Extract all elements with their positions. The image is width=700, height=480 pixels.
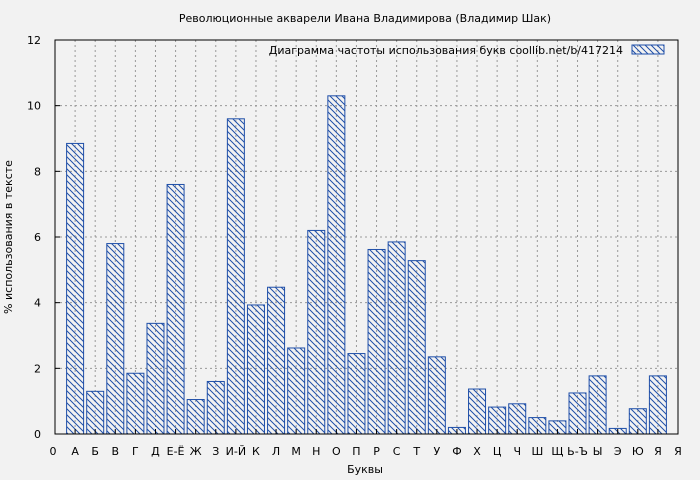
bar-В: [106, 243, 125, 435]
bar-Ы: [588, 375, 607, 435]
bar-Г: [126, 372, 145, 435]
y-tick-label: 0: [34, 428, 41, 441]
chart-title: Революционные акварели Ивана Владимирова…: [179, 12, 551, 25]
x-tick-label: Ы: [593, 445, 603, 458]
y-axis-label: % использования в тексте: [2, 160, 15, 314]
x-tick-label: Ц: [493, 445, 502, 458]
bar-Б: [86, 390, 105, 435]
x-tick-label: Б: [91, 445, 99, 458]
x-tick-label: Ч: [513, 445, 521, 458]
bar-Р: [367, 248, 386, 435]
x-tick-label: Ш: [531, 445, 543, 458]
bar-Я: [648, 375, 667, 435]
legend: Диаграмма частоты использования букв coo…: [269, 44, 665, 57]
x-tick-label: Я: [654, 445, 662, 458]
x-tick-label: Р: [373, 445, 380, 458]
legend-label: Диаграмма частоты использования букв coo…: [269, 44, 623, 57]
bar-С: [387, 241, 406, 435]
bar-А: [66, 142, 85, 435]
bar-Л: [267, 286, 286, 435]
x-tick-label: К: [252, 445, 260, 458]
bar-У: [427, 356, 446, 435]
x-tick-label: Ф: [452, 445, 461, 458]
x-tick-label: Я: [674, 445, 682, 458]
x-tick-label: И-Й: [226, 445, 246, 458]
x-tick-label: С: [393, 445, 401, 458]
x-tick-label: М: [291, 445, 301, 458]
y-tick-label: 12: [27, 34, 41, 47]
x-tick-label: З: [212, 445, 219, 458]
bar-Т: [407, 260, 426, 435]
bar-К: [246, 304, 265, 435]
bar-Ж: [186, 399, 205, 435]
bar-М: [287, 347, 306, 435]
x-axis: 0 ЯА Б В Г Д Е-Ё Ж З И-Й К Л М Н О П Р С Т У Ф Х Ц Ч Ш Щ Ь-Ъ Ы Э Ю Я: [50, 429, 682, 458]
x-tick-label: Э: [614, 445, 622, 458]
x-tick-label: Ь-Ъ: [567, 445, 588, 458]
x-tick-label: А: [71, 445, 79, 458]
x-tick-label: Х: [473, 445, 481, 458]
y-tick-label: 6: [34, 231, 41, 244]
x-tick-label: Щ: [551, 445, 563, 458]
bar-Е-Ё: [166, 183, 185, 435]
y-tick-label: 2: [34, 362, 41, 375]
x-axis-label: Буквы: [347, 463, 383, 476]
x-tick-label: 0: [50, 445, 57, 458]
x-tick-label: Н: [312, 445, 320, 458]
y-tick-label: 10: [27, 100, 41, 113]
bars: [66, 95, 667, 435]
y-tick-label: 8: [34, 165, 41, 178]
x-tick-label: Е-Ё: [167, 445, 185, 458]
y-tick-label: 4: [34, 297, 41, 310]
x-tick-label: У: [433, 445, 440, 458]
x-tick-label: В: [112, 445, 120, 458]
x-tick-label: Т: [412, 445, 420, 458]
bar-Н: [307, 229, 326, 435]
x-tick-label: Д: [151, 445, 160, 458]
bar-Х: [468, 388, 487, 435]
bar-З: [206, 380, 225, 435]
x-tick-label: Л: [272, 445, 280, 458]
legend-swatch: [631, 44, 665, 55]
y-axis: 0 2 4 6 8 10 12: [27, 34, 60, 441]
bar-П: [347, 353, 366, 435]
x-tick-label: Ж: [190, 445, 202, 458]
bar-Д: [146, 322, 165, 435]
x-tick-label: О: [332, 445, 341, 458]
bar-Ь-Ъ: [568, 392, 587, 435]
x-tick-label: Ю: [632, 445, 644, 458]
x-tick-label: П: [352, 445, 360, 458]
bar-О: [327, 95, 346, 435]
bar-И-Й: [226, 118, 245, 435]
x-tick-label: Г: [132, 445, 139, 458]
